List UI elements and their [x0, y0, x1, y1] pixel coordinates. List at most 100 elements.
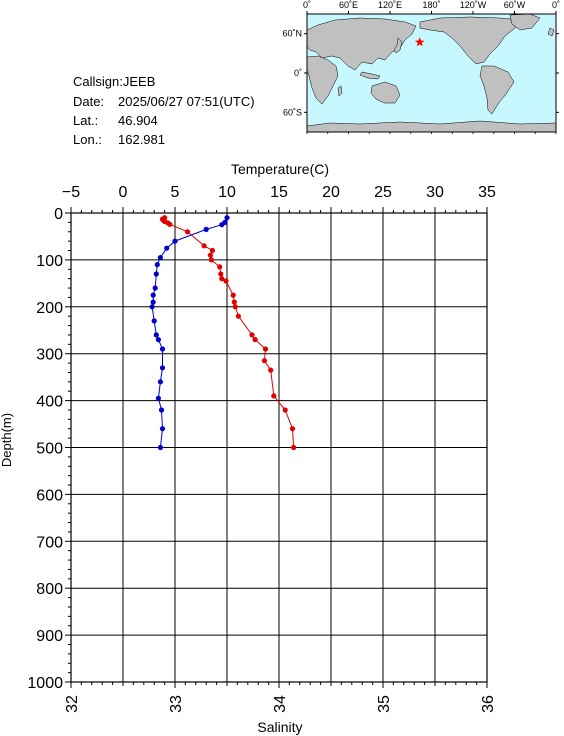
salinity-data-point [153, 332, 159, 338]
salinity-data-point [159, 426, 166, 432]
salinity-data-point [155, 337, 161, 343]
map-lon-label: 120˚E [378, 0, 402, 10]
temperature-data-point [184, 229, 191, 235]
salinity-data-point [150, 292, 156, 298]
date-value: 2025/06/27 07:51(UTC) [118, 94, 255, 109]
temperature-data-point [219, 276, 225, 282]
depth-tick-label: 800 [36, 581, 63, 598]
temperature-tick-label: −5 [62, 184, 80, 201]
land-japan [393, 37, 403, 54]
salinity-data-point [155, 395, 161, 401]
temperature-data-point [217, 264, 223, 270]
temperature-data-point [291, 444, 297, 451]
salinity-axis-title: Salinity [257, 719, 302, 735]
salinity-data-point [159, 346, 166, 352]
depth-tick-label: 700 [36, 534, 63, 551]
depth-tick-label: 600 [36, 487, 63, 504]
map-land [306, 13, 557, 133]
salinity-data-point [158, 407, 165, 413]
temperature-data-point [218, 271, 224, 277]
temperature-data-point [235, 313, 241, 319]
temperature-data-point [249, 332, 255, 338]
map-lon-label: 0˚ [552, 0, 560, 10]
land-madagascar [337, 85, 343, 97]
salinity-data-point [157, 379, 163, 385]
temperature-tick-label: 15 [270, 184, 288, 201]
depth-tick-label: 300 [36, 347, 63, 364]
temperature-axis-title: Temperature(C) [231, 161, 329, 177]
temperature-data-point [230, 292, 236, 298]
map-lon-label: 60˚E [339, 0, 358, 10]
temperature-data-point [223, 278, 229, 284]
map-lon-label: 180˚ [422, 0, 440, 10]
salinity-tick-label: 36 [480, 695, 497, 713]
depth-tick-label: 0 [54, 206, 63, 223]
salinity-data-point [151, 318, 157, 324]
map-lat-label: 60˚N [282, 29, 302, 39]
temperature-data-point [289, 426, 296, 432]
salinity-profile-line [151, 217, 228, 448]
chart-axes: −5 0 5 10 15 20 25 30 35 32 33 34 35 36 0 100 200 300 400 5… [27, 184, 497, 713]
map-lon-label: 60˚W [504, 0, 526, 10]
land-britain [547, 27, 555, 37]
depth-tick-label: 500 [36, 441, 63, 458]
lat-label: Lat.: [73, 113, 99, 128]
salinity-data-point [149, 304, 155, 310]
temperature-data-point [261, 358, 267, 364]
lon-label: Lon.: [73, 132, 102, 147]
temperature-tick-label: 5 [171, 184, 180, 201]
callsign-text: Callsign:JEEB [73, 74, 156, 89]
salinity-data-point [224, 215, 230, 221]
map-lat-label: 0˚ [294, 68, 302, 78]
land-africa [306, 55, 339, 105]
salinity-tick-label: 35 [376, 695, 393, 713]
depth-axis-title: Depth(m) [0, 413, 14, 467]
salinity-data-point [150, 299, 156, 305]
map-lon-label: 0˚ [303, 0, 311, 10]
depth-tick-label: 1000 [27, 675, 63, 692]
date-label: Date: [73, 94, 105, 109]
temperature-profile-line [161, 217, 295, 448]
temperature-data-point [232, 304, 238, 310]
lat-value: 46.904 [118, 113, 158, 128]
temperature-data-point [231, 299, 237, 305]
temperature-tick-label: 20 [322, 184, 340, 201]
depth-tick-label: 900 [36, 628, 63, 645]
map-lat-label: 60˚S [283, 107, 302, 117]
salinity-data-point [172, 238, 178, 244]
temperature-data-point [252, 337, 258, 343]
salinity-tick-label: 34 [272, 695, 289, 713]
temperature-data-point [207, 252, 213, 258]
salinity-data-point [152, 285, 158, 291]
salinity-data-point [203, 226, 209, 232]
lon-value: 162.981 [118, 132, 165, 147]
salinity-tick-label: 32 [64, 695, 81, 713]
depth-tick-label: 400 [36, 394, 63, 411]
temperature-data-point [201, 243, 207, 249]
depth-tick-label: 100 [36, 253, 63, 270]
land-australia [370, 81, 401, 104]
chart-series [149, 215, 297, 451]
temperature-data-point [282, 407, 288, 413]
land-north-america [419, 16, 521, 65]
land-indonesia [359, 71, 381, 80]
chart-grid [70, 212, 488, 683]
map-ticks: 0˚ 60˚E 120˚E 180˚ 120˚W 60˚W 0˚ 60˚N 0˚ 60˚S [282, 0, 560, 134]
salinity-data-point [153, 271, 159, 277]
salinity-data-point [164, 245, 170, 251]
temperature-data-point [271, 393, 277, 399]
temperature-data-point [208, 257, 214, 263]
salinity-data-point [159, 365, 166, 371]
temperature-tick-label: 30 [426, 184, 444, 201]
temperature-tick-label: 10 [218, 184, 236, 201]
salinity-tick-label: 33 [168, 695, 185, 713]
salinity-data-point [157, 444, 163, 451]
temperature-data-point [167, 221, 173, 227]
map-lon-label: 120˚W [460, 0, 487, 10]
inset-world-map: 0˚ 60˚E 120˚E 180˚ 120˚W 60˚W 0˚ 60˚N 0˚ 60˚S [282, 0, 560, 134]
depth-tick-label: 200 [36, 300, 63, 317]
temperature-tick-label: 25 [374, 184, 392, 201]
land-south-america [479, 65, 515, 115]
temperature-data-point [262, 346, 269, 352]
